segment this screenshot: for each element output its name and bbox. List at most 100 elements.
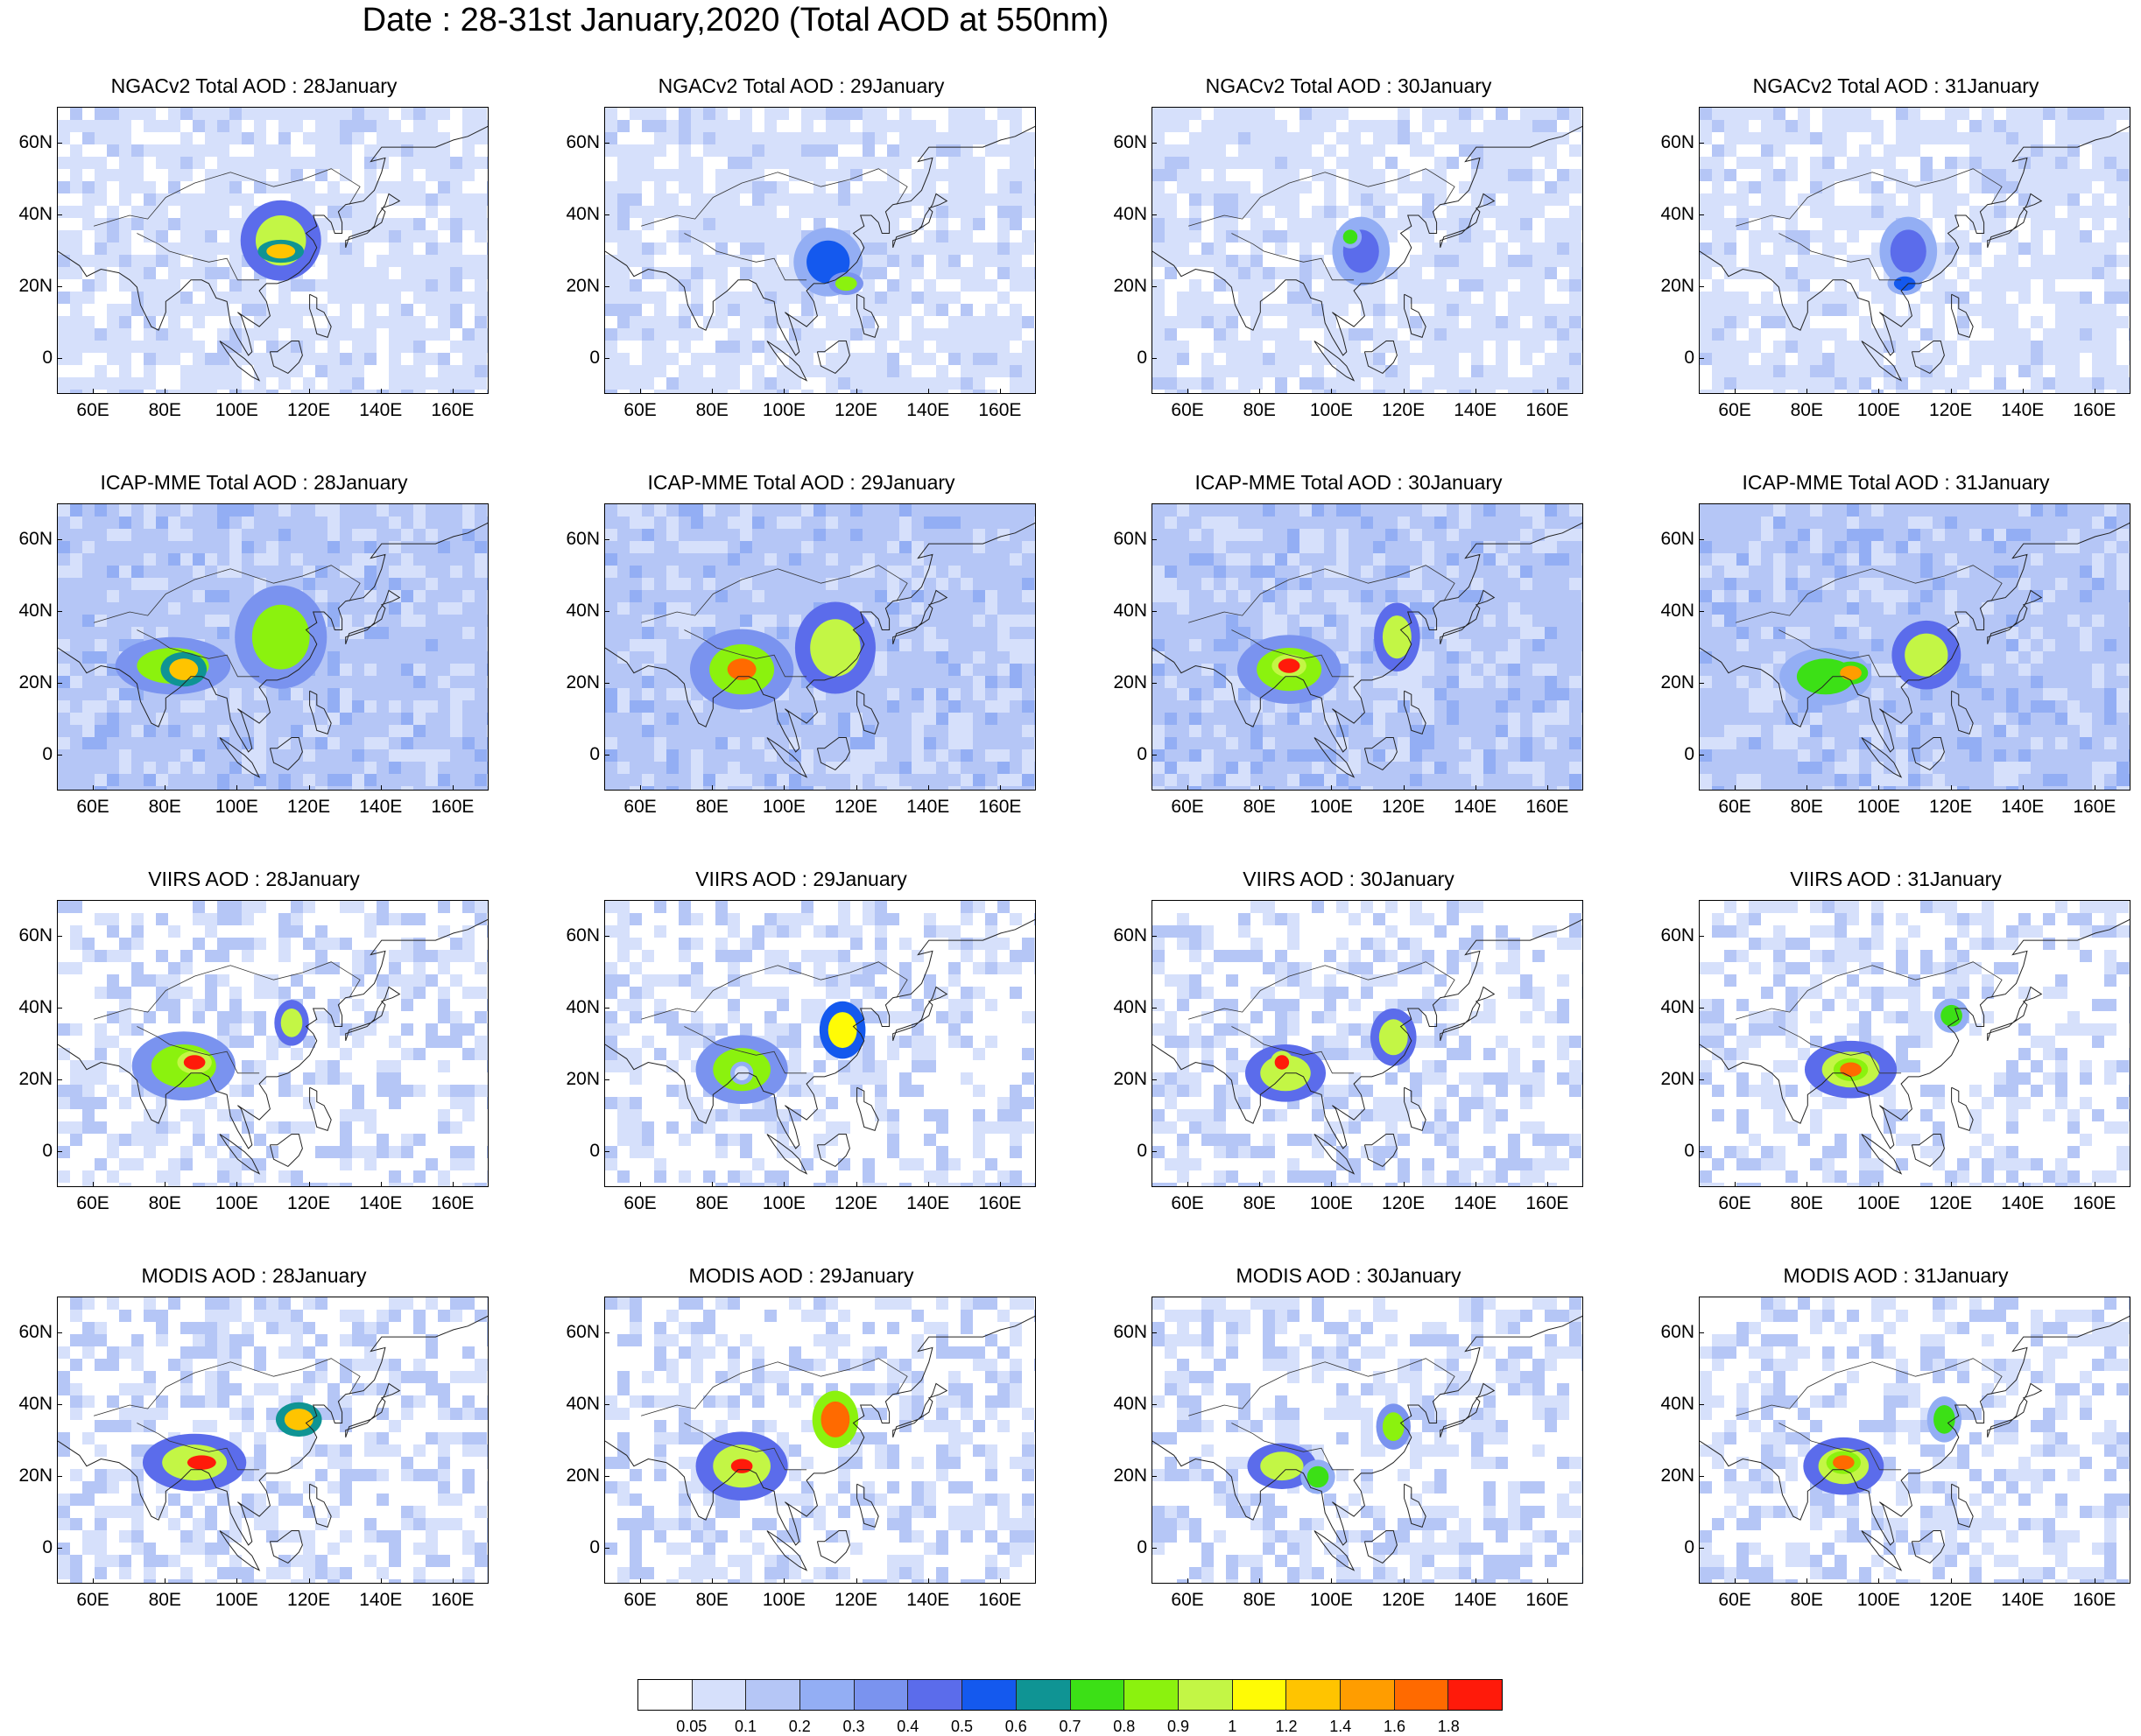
aod-grid-cell	[2104, 762, 2116, 774]
aod-grid-cell	[1250, 390, 1263, 394]
aod-grid-cell	[1373, 938, 1385, 950]
aod-grid-cell	[617, 1408, 630, 1420]
aod-grid-cell	[936, 1121, 948, 1134]
aod-grid-cell	[303, 938, 315, 950]
aod-grid-cell	[1299, 713, 1312, 725]
aod-grid-cell	[1749, 120, 1761, 132]
aod-grid-cell	[340, 390, 352, 394]
aod-grid-cell	[1177, 504, 1189, 517]
latitude-label: 40N	[1660, 601, 1694, 622]
aod-grid-cell	[912, 541, 924, 553]
aod-grid-cell	[2067, 913, 2080, 925]
aod-grid-cell	[291, 169, 303, 181]
aod-grid-cell	[777, 255, 789, 267]
aod-grid-cell	[838, 987, 850, 999]
aod-grid-cell	[487, 193, 489, 206]
aod-grid-cell	[1410, 725, 1422, 737]
aod-grid-cell	[2018, 377, 2031, 390]
longitude-label: 160E	[2073, 400, 2116, 421]
aod-grid-cell	[1508, 341, 1520, 353]
aod-grid-cell	[1545, 341, 1557, 353]
aod-grid-cell	[617, 938, 630, 950]
aod-grid-cell	[1022, 541, 1034, 553]
aod-grid-cell	[1226, 639, 1238, 651]
aod-grid-cell	[1422, 304, 1434, 316]
aod-grid-cell	[340, 132, 352, 144]
aod-grid-cell	[1847, 144, 1859, 157]
aod-grid-cell	[654, 1432, 666, 1444]
aod-grid-cell	[1957, 615, 1969, 627]
aod-grid-cell	[1969, 328, 1982, 341]
aod-grid-cell	[875, 1060, 887, 1072]
aod-grid-cell	[2055, 279, 2067, 292]
aod-grid-cell	[813, 1134, 826, 1146]
aod-grid-cell	[1165, 676, 1177, 688]
aod-grid-cell	[740, 1023, 752, 1036]
aod-grid-cell	[973, 938, 985, 950]
longitude-tick	[1000, 785, 1001, 791]
aod-grid-cell	[82, 169, 95, 181]
aod-grid-cell	[2006, 566, 2018, 578]
aod-grid-cell	[1581, 1158, 1583, 1170]
aod-grid-cell	[1700, 999, 1712, 1011]
aod-grid-cell	[1201, 206, 1214, 218]
aod-grid-cell	[1871, 999, 1884, 1011]
aod-grid-cell	[205, 1297, 217, 1310]
aod-grid-cell	[254, 1346, 266, 1359]
aod-grid-cell	[438, 925, 450, 938]
latitude-tick	[604, 214, 609, 215]
aod-grid-cell	[70, 713, 82, 725]
aod-grid-cell	[389, 1085, 401, 1097]
aod-grid-cell	[487, 1494, 489, 1506]
aod-grid-cell	[180, 987, 193, 999]
aod-grid-cell	[2129, 1085, 2130, 1097]
aod-grid-cell	[2092, 615, 2104, 627]
aod-grid-cell	[1410, 120, 1422, 132]
aod-grid-cell	[205, 615, 217, 627]
aod-grid-cell	[327, 700, 340, 713]
latitude-tick	[1151, 755, 1157, 756]
latitude-tick	[57, 611, 62, 612]
aod-grid-cell	[462, 304, 475, 316]
aod-grid-cell	[1749, 1134, 1761, 1146]
aod-grid-cell	[948, 304, 961, 316]
aod-grid-cell	[740, 1134, 752, 1146]
aod-grid-cell	[1263, 341, 1275, 353]
aod-grid-cell	[340, 353, 352, 365]
aod-grid-cell	[752, 120, 764, 132]
aod-grid-cell	[1373, 541, 1385, 553]
aod-map	[1700, 504, 2130, 791]
aod-grid-cell	[1263, 504, 1275, 517]
aod-grid-cell	[826, 950, 838, 962]
aod-grid-cell	[1761, 316, 1773, 328]
aod-grid-cell	[1483, 1097, 1496, 1109]
aod-grid-cell	[487, 1146, 489, 1158]
aod-grid-cell	[691, 1346, 703, 1359]
aod-grid-cell	[1361, 108, 1373, 120]
aod-grid-cell	[1859, 230, 1871, 242]
aod-grid-cell	[1785, 144, 1798, 157]
aod-grid-cell	[1410, 390, 1422, 394]
latitude-tick	[57, 755, 62, 756]
aod-grid-cell	[1785, 267, 1798, 279]
aod-grid-cell	[1422, 132, 1434, 144]
aod-grid-cell	[254, 1011, 266, 1023]
aod-grid-cell	[2129, 377, 2130, 390]
aod-grid-cell	[1810, 132, 1822, 144]
aod-grid-cell	[389, 725, 401, 737]
aod-grid-cell	[487, 762, 489, 774]
aod-grid-cell	[1349, 950, 1361, 962]
aod-grid-cell	[752, 144, 764, 157]
aod-grid-cell	[691, 1011, 703, 1023]
aod-grid-cell	[217, 1310, 229, 1322]
aod-grid-cell	[82, 1346, 95, 1359]
aod-grid-cell	[266, 390, 278, 394]
aod-grid-cell	[131, 218, 144, 230]
aod-grid-cell	[144, 1134, 156, 1146]
aod-grid-cell	[1896, 590, 1908, 602]
aod-grid-cell	[813, 504, 826, 517]
aod-grid-cell	[1773, 1085, 1785, 1097]
aod-grid-cell	[1557, 242, 1569, 255]
aod-grid-cell	[1336, 1085, 1349, 1097]
aod-grid-cell	[838, 144, 850, 157]
